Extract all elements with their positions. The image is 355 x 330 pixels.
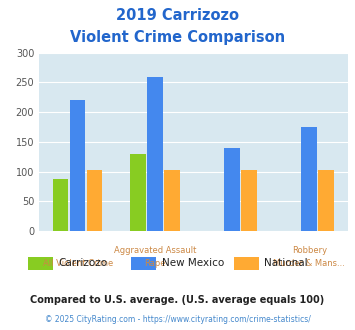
Text: 2019 Carrizozo: 2019 Carrizozo bbox=[116, 8, 239, 23]
Text: Carrizozo: Carrizozo bbox=[59, 258, 108, 268]
Text: Robbery: Robbery bbox=[292, 246, 327, 255]
Bar bbox=[53, 179, 69, 231]
Text: Murder & Mans...: Murder & Mans... bbox=[273, 259, 345, 268]
Text: Aggravated Assault: Aggravated Assault bbox=[114, 246, 196, 255]
Bar bbox=[87, 170, 103, 231]
Bar bbox=[147, 77, 163, 231]
Bar bbox=[164, 170, 180, 231]
Text: National: National bbox=[264, 258, 308, 268]
Bar bbox=[241, 170, 257, 231]
Bar bbox=[130, 154, 146, 231]
Bar bbox=[301, 127, 317, 231]
Text: Violent Crime Comparison: Violent Crime Comparison bbox=[70, 30, 285, 45]
Text: New Mexico: New Mexico bbox=[162, 258, 224, 268]
Text: Compared to U.S. average. (U.S. average equals 100): Compared to U.S. average. (U.S. average … bbox=[31, 295, 324, 305]
Text: © 2025 CityRating.com - https://www.cityrating.com/crime-statistics/: © 2025 CityRating.com - https://www.city… bbox=[45, 315, 310, 324]
Bar bbox=[70, 100, 86, 231]
Bar bbox=[224, 148, 240, 231]
Text: Rape: Rape bbox=[144, 259, 166, 268]
Bar bbox=[318, 170, 334, 231]
Text: All Violent Crime: All Violent Crime bbox=[43, 259, 113, 268]
